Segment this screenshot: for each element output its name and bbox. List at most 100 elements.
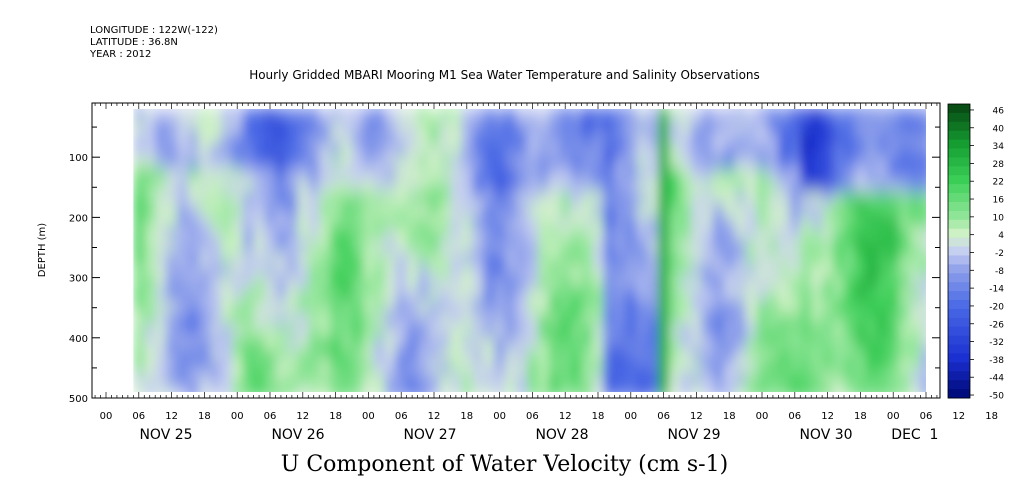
colorbar-swatch — [948, 389, 970, 399]
x-hour-tick-label: 06 — [132, 411, 145, 422]
velocity-field — [92, 103, 940, 398]
colorbar-swatch — [948, 139, 970, 150]
y-tick-label: 200 — [69, 213, 88, 224]
x-hour-tick-label: 18 — [723, 411, 736, 422]
colorbar-swatch — [948, 130, 970, 141]
colorbar-label: 34 — [993, 142, 1005, 152]
x-hour-tick-label: 00 — [756, 411, 769, 422]
colorbar-swatch — [948, 362, 970, 372]
colorbar-swatch — [948, 273, 970, 283]
x-hour-tick-label: 00 — [493, 411, 506, 422]
colorbar-label: 40 — [993, 124, 1005, 134]
colorbar-label: -50 — [989, 392, 1004, 402]
colorbar-swatch — [948, 353, 970, 363]
colorbar-swatch — [948, 380, 970, 390]
x-hour-tick-label: 12 — [559, 411, 572, 422]
x-hour-tick-label: 18 — [329, 411, 342, 422]
x-day-label: DEC — [891, 427, 921, 443]
colorbar-label: -44 — [989, 374, 1004, 384]
x-hour-tick-label: 06 — [526, 411, 539, 422]
colorbar-swatch — [948, 175, 970, 185]
colorbar-swatch — [948, 237, 970, 248]
x-hour-tick-label: 12 — [690, 411, 703, 422]
y-tick-label: 500 — [69, 394, 88, 405]
colorbar-label: 22 — [993, 178, 1004, 188]
longitude-label: LONGITUDE : 122W(-122) — [90, 25, 218, 36]
colorbar-swatch — [948, 264, 970, 274]
colorbar-swatch — [948, 308, 970, 319]
colorbar-swatch — [948, 246, 970, 256]
x-hour-tick-label: 12 — [428, 411, 441, 422]
x-hour-tick-label: 12 — [952, 411, 965, 422]
x-hour-tick-label: 06 — [395, 411, 408, 422]
colorbar-swatch — [948, 157, 970, 167]
x-axis-title: U Component of Water Velocity (cm s-1) — [280, 452, 729, 477]
colorbar-swatch — [948, 344, 970, 354]
y-axis-title: DEPTH (m) — [37, 223, 48, 277]
x-day-label: NOV 29 — [667, 427, 720, 443]
colorbar-label: -8 — [995, 267, 1004, 277]
colorbar-swatch — [948, 104, 970, 114]
x-hour-tick-label: 12 — [821, 411, 834, 422]
colorbar-label: -20 — [989, 302, 1004, 312]
y-tick-label: 300 — [69, 274, 88, 285]
latitude-label: LATITUDE : 36.8N — [90, 37, 178, 48]
x-hour-tick-label: 18 — [460, 411, 473, 422]
colorbar-swatch — [948, 202, 970, 212]
colorbar-label: -14 — [989, 285, 1004, 295]
chart-title: Hourly Gridded MBARI Mooring M1 Sea Wate… — [249, 68, 760, 82]
x-hour-tick-label: 00 — [887, 411, 900, 422]
y-tick-label: 100 — [69, 153, 88, 164]
x-hour-tick-label: 06 — [920, 411, 933, 422]
colorbar-label: -2 — [995, 249, 1004, 259]
colorbar-swatch — [948, 291, 970, 301]
colorbar-label: 28 — [993, 160, 1005, 170]
colorbar-label: -38 — [989, 356, 1004, 366]
colorbar-swatch — [948, 193, 970, 203]
colorbar-label: -32 — [989, 338, 1004, 348]
colorbar-swatch — [948, 148, 970, 158]
x-day-label: NOV 28 — [535, 427, 588, 443]
colorbar-swatch — [948, 326, 970, 337]
colorbar-swatch — [948, 282, 970, 292]
colorbar-swatch — [948, 371, 970, 381]
x-hour-tick-label: 12 — [165, 411, 178, 422]
x-hour-tick-label: 18 — [592, 411, 605, 422]
x-day-label: NOV 30 — [799, 427, 852, 443]
colorbar-label: 10 — [993, 213, 1005, 223]
year-label: YEAR : 2012 — [90, 49, 152, 60]
colorbar-swatch — [948, 317, 970, 328]
colorbar-swatch — [948, 121, 970, 132]
x-day-label: NOV 25 — [139, 427, 192, 443]
x-hour-tick-label: 00 — [624, 411, 637, 422]
x-hour-tick-label: 18 — [854, 411, 867, 422]
colorbar-label: 16 — [993, 196, 1005, 206]
x-hour-tick-label: 00 — [362, 411, 375, 422]
colorbar-label: 4 — [998, 231, 1004, 241]
x-day-label: NOV 27 — [403, 427, 456, 443]
colorbar-swatch — [948, 300, 970, 310]
colorbar-swatch — [948, 166, 970, 176]
x-day-label: NOV 26 — [271, 427, 324, 443]
y-tick-label: 400 — [69, 334, 88, 345]
x-hour-tick-label: 00 — [100, 411, 113, 422]
colorbar-swatch — [948, 112, 970, 123]
x-hour-tick-label: 06 — [657, 411, 670, 422]
colorbar-swatch — [948, 184, 970, 194]
x-hour-tick-label: 18 — [198, 411, 211, 422]
colorbar-label: -26 — [989, 320, 1004, 330]
x-hour-tick-label: 12 — [296, 411, 309, 422]
x-day-label: 1 — [930, 427, 939, 443]
colorbar-label: 46 — [993, 106, 1005, 116]
x-hour-tick-label: 00 — [231, 411, 244, 422]
x-hour-tick-label: 06 — [788, 411, 801, 422]
colorbar-swatch — [948, 219, 970, 230]
x-hour-tick-label: 18 — [985, 411, 998, 422]
colorbar-swatch — [948, 335, 970, 346]
x-hour-tick-label: 06 — [264, 411, 277, 422]
colorbar: 46 40 34 28 22 16 10 4 -2 -8 -14 -20 -26 -32 -38 -44 -50 — [947, 103, 1005, 402]
colorbar-swatch — [948, 210, 970, 221]
colorbar-swatch — [948, 228, 970, 239]
